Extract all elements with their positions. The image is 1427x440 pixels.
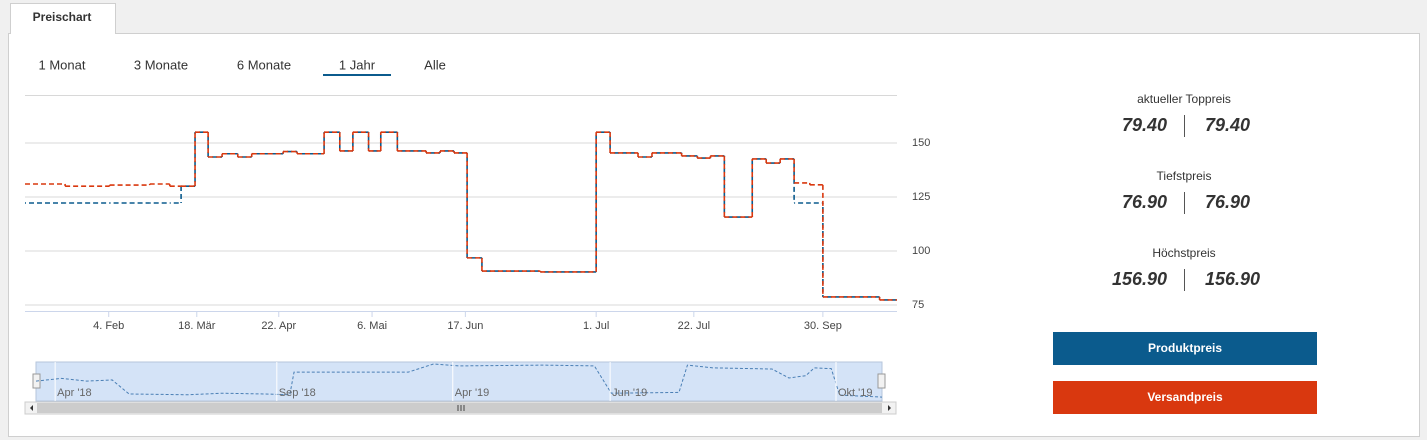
y-tick-label: 150 <box>912 137 930 149</box>
navigator-tick-label: Jun '19 <box>612 387 647 399</box>
x-tick-label: 17. Jun <box>447 320 483 332</box>
x-tick-label: 22. Apr <box>261 320 296 332</box>
legend-label[interactable]: Versandpreis <box>1147 390 1223 404</box>
navigator-tick-label: Apr '18 <box>57 387 92 399</box>
navigator-tick-label: Apr '19 <box>455 387 490 399</box>
stat-value: 76.90 <box>1205 192 1250 212</box>
range-button[interactable]: Alle <box>424 57 446 72</box>
x-tick-label: 30. Sep <box>804 320 842 332</box>
x-tick-label: 22. Jul <box>678 320 710 332</box>
navigator-tick-label: Okt '19 <box>838 387 873 399</box>
tab-label[interactable]: Preischart <box>33 10 92 24</box>
nav-handle[interactable] <box>877 373 886 389</box>
x-tick-label: 6. Mai <box>357 320 387 332</box>
y-tick-label: 100 <box>912 245 930 257</box>
stat-label: aktueller Toppreis <box>1137 92 1231 106</box>
legend-button[interactable] <box>1053 332 1317 365</box>
scroll-left[interactable] <box>30 405 33 411</box>
tab-join <box>11 30 115 36</box>
legend-label[interactable]: Produktpreis <box>1148 341 1222 355</box>
tab[interactable] <box>10 3 116 35</box>
scroll-right[interactable] <box>888 405 891 411</box>
range-button[interactable]: 1 Monat <box>39 57 86 72</box>
range-button[interactable]: 6 Monate <box>237 57 291 72</box>
scrollbar-thumb[interactable] <box>37 403 882 413</box>
range-button[interactable]: 3 Monate <box>134 57 188 72</box>
y-tick-label: 125 <box>912 191 930 203</box>
x-tick-label: 18. Mär <box>178 320 216 332</box>
stat-value: 79.40 <box>1122 115 1167 135</box>
stat-label: Tiefstpreis <box>1157 169 1212 183</box>
stat-value: 76.90 <box>1122 192 1167 212</box>
stat-value: 156.90 <box>1205 269 1260 289</box>
legend-button[interactable] <box>1053 381 1317 414</box>
navigator-line <box>35 363 883 398</box>
stat-value: 156.90 <box>1112 269 1167 289</box>
y-tick-label: 75 <box>912 299 924 311</box>
navigator-tick-label: Sep '18 <box>279 387 316 399</box>
stat-label: Höchstpreis <box>1152 246 1215 260</box>
x-tick-label: 1. Jul <box>583 320 609 332</box>
stat-value: 79.40 <box>1205 115 1250 135</box>
range-button[interactable]: 1 Jahr <box>339 57 376 72</box>
x-tick-label: 4. Feb <box>93 320 124 332</box>
